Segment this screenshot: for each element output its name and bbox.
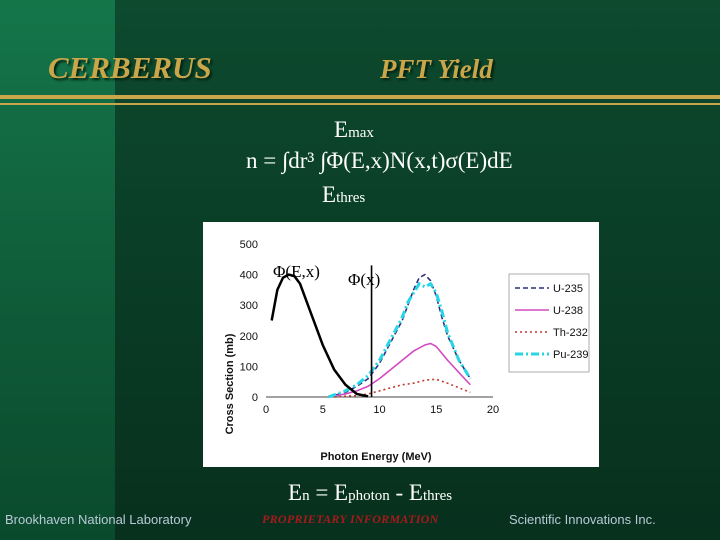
yield-equation: n = ∫dr³ ∫Φ(E,x)N(x,t)σ(E)dE [246, 148, 513, 173]
y-tick-label: 400 [240, 270, 258, 282]
integral-upper-limit: Emax [334, 117, 374, 142]
slide-title-left: CERBERUS [48, 50, 212, 85]
footer-lab-name: Brookhaven National Laboratory [5, 512, 192, 527]
integral-lower-limit: Ethres [322, 182, 366, 207]
phi-ex-flux-curve [270, 273, 369, 398]
y-tick-label: 300 [240, 300, 258, 312]
photon-energy-equation: En = Ephoton - Ethres [288, 480, 453, 505]
x-tick-label: 15 [430, 404, 442, 416]
series-line-u-238 [328, 342, 471, 398]
y-tick-label: 0 [252, 392, 258, 404]
y-tick-label: 200 [240, 331, 258, 343]
phi-x-label: Φ(x) [348, 270, 380, 289]
slide-title-right: PFT Yield [380, 54, 493, 84]
left-background-band [0, 0, 115, 540]
footer-proprietary-notice: PROPRIETARY INFORMATION [262, 512, 439, 526]
y-axis-label: Cross Section (mb) [224, 333, 236, 434]
series-line-u-235 [328, 273, 471, 398]
y-tick-label: 500 [240, 239, 258, 251]
x-axis-label: Photon Energy (MeV) [320, 451, 432, 463]
footer-company-name: Scientific Innovations Inc. [509, 512, 656, 527]
series-line-th-232 [334, 378, 471, 398]
legend-label: U-238 [553, 305, 583, 317]
header-rule-thin [0, 103, 720, 105]
x-tick-label: 5 [320, 404, 326, 416]
x-tick-label: 20 [487, 404, 499, 416]
series-line-pu-239 [327, 281, 472, 399]
legend-label: Pu-239 [553, 349, 588, 361]
legend-label: Th-232 [553, 327, 588, 339]
phi-ex-label: Φ(E,x) [273, 262, 320, 281]
x-tick-label: 0 [263, 404, 269, 416]
y-tick-label: 100 [240, 361, 258, 373]
header-rule-thick [0, 95, 720, 99]
chart-panel: 0 5 10 15 20 0 100 200 300 400 500 U-235 U-238 Th-23… [203, 222, 599, 467]
legend-label: U-235 [553, 283, 583, 295]
x-tick-label: 10 [373, 404, 385, 416]
legend-box [508, 273, 590, 373]
